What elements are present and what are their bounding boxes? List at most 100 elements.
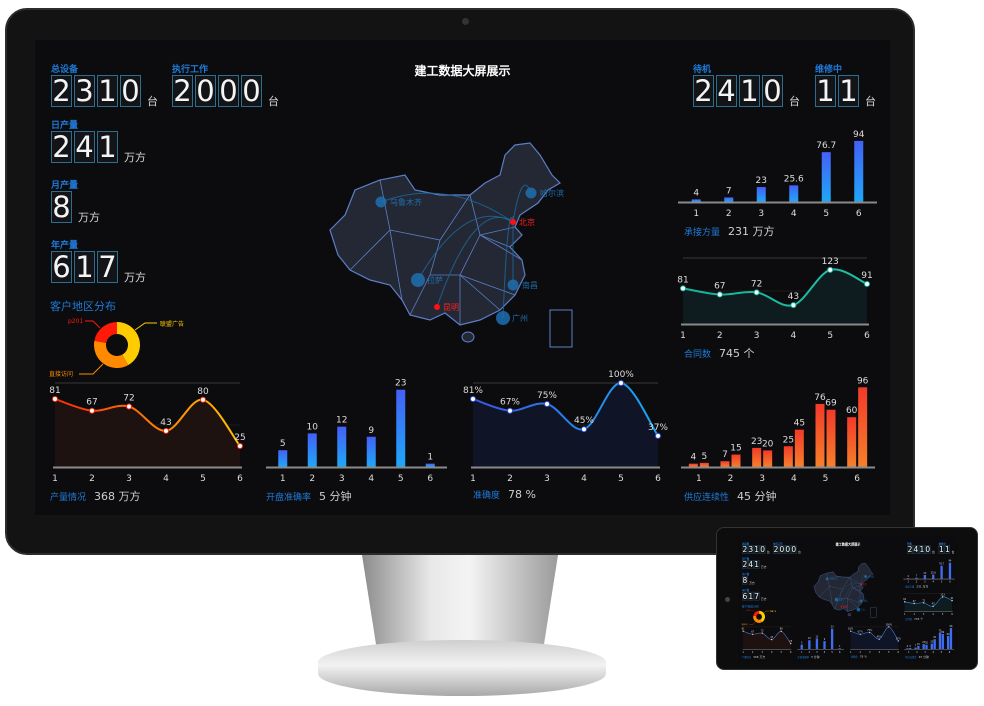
- digit-box: 2: [693, 74, 714, 108]
- data-label: 43: [788, 292, 799, 302]
- x-tick-label: 4: [771, 651, 773, 654]
- digit-box: 0: [241, 74, 262, 108]
- donut-slice: [759, 610, 766, 623]
- city-label: 拉萨: [839, 597, 843, 601]
- data-label: 4: [690, 453, 696, 463]
- data-point: [544, 401, 550, 407]
- volume-bar-chart: 4 1 7 2 23 3 25.6 4 76.7 5 94 6: [678, 130, 877, 219]
- data-label: 45: [933, 636, 936, 639]
- data-label: 37%: [896, 637, 902, 640]
- data-point: [849, 630, 852, 632]
- digit-box: 8: [742, 575, 748, 585]
- leader-line: [763, 610, 770, 613]
- volume-bar-chart: 4 1 7 2 23 3 25.6 4 76.7 5 94 6: [903, 560, 955, 584]
- data-label: 67%: [858, 631, 864, 634]
- digit-box: 0: [120, 74, 141, 108]
- caption-value: 368 万方: [753, 655, 766, 659]
- unit-label: 台: [268, 95, 279, 108]
- digit-box: 1: [74, 250, 95, 284]
- data-point: [913, 602, 915, 605]
- slice-label: p201: [68, 318, 83, 325]
- x-tick-label: 5: [827, 331, 833, 341]
- data-point: [52, 395, 58, 402]
- x-tick-label: 3: [754, 331, 760, 341]
- bar: [688, 463, 698, 467]
- digit-box: 3: [74, 74, 95, 108]
- data-label: 23: [922, 641, 925, 644]
- data-point: [770, 638, 773, 641]
- data-point: [932, 605, 934, 608]
- digit-box: 6: [742, 591, 748, 601]
- kpi-yearly: 6 1 7 万方: [742, 591, 767, 601]
- caption-supply: 供应连续性 45 分钟: [684, 488, 777, 504]
- x-tick-label: 6: [427, 474, 433, 484]
- bar: [278, 450, 288, 467]
- digit-box: 4: [913, 545, 919, 555]
- output-line-chart: 81 1 67 2 72 3 43 4 80 5 25 6: [742, 626, 793, 654]
- unit-label: 台: [951, 550, 955, 555]
- x-tick-label: 2: [752, 651, 754, 654]
- data-label: 5: [909, 645, 911, 648]
- data-point: [655, 432, 661, 439]
- data-label: 7: [726, 186, 732, 196]
- caption-label: 供应连续性: [684, 493, 730, 503]
- donut-slice: [94, 322, 117, 343]
- digit-box: 0: [195, 74, 216, 108]
- monitor-stand-neck: [362, 555, 558, 655]
- x-tick-label: 5: [941, 581, 943, 584]
- data-label: 45%: [574, 416, 594, 426]
- data-point: [827, 266, 834, 273]
- data-label: 7: [916, 575, 918, 578]
- caption-label: 合同数: [684, 350, 712, 360]
- data-label: 123: [940, 593, 945, 596]
- x-tick-label: 6: [655, 474, 661, 484]
- kpi-monthly-label: 月产量: [51, 181, 79, 191]
- kpi-yearly-label: 年产量: [742, 589, 750, 592]
- digit-box: 0: [925, 545, 931, 555]
- x-tick-label: 2: [726, 209, 732, 219]
- bar: [731, 454, 741, 467]
- bar: [940, 565, 943, 579]
- caption-value: 745 个: [913, 617, 924, 621]
- x-tick-label: 1: [850, 651, 852, 654]
- leader-line: [750, 610, 755, 613]
- bar: [815, 403, 825, 467]
- bar: [949, 628, 953, 650]
- data-label: 1: [427, 453, 433, 463]
- x-tick-label: 1: [52, 474, 58, 484]
- x-tick-label: 3: [924, 651, 926, 654]
- slice-label: 联盟广告: [770, 610, 777, 613]
- bar: [847, 417, 857, 467]
- data-point: [897, 640, 900, 642]
- series-line: [904, 596, 953, 607]
- bar: [838, 648, 841, 650]
- slice-label: 联盟广告: [160, 320, 184, 328]
- unit-label: 万方: [78, 211, 100, 224]
- bar: [396, 389, 406, 467]
- flight-line: [841, 583, 862, 607]
- x-tick-label: 1: [696, 474, 702, 484]
- data-label: 69: [825, 399, 837, 409]
- data-label: 67: [86, 398, 97, 408]
- flight-line: [836, 582, 862, 600]
- x-tick-label: 2: [859, 651, 861, 654]
- city-marker: [507, 279, 519, 291]
- city-label: 昆明: [843, 605, 847, 609]
- caption-contracts: 合同数 745 个: [905, 617, 923, 621]
- bar: [826, 409, 836, 467]
- contracts-line-chart: 81 1 67 2 72 3 43 4 123 5 91 6: [903, 593, 954, 616]
- kpi-working-label: 执行工作: [773, 542, 783, 546]
- unit-label: 台: [865, 95, 876, 108]
- province-border: [479, 234, 523, 261]
- slice-label: p201: [746, 610, 750, 612]
- bar: [425, 463, 435, 467]
- data-label: 81: [677, 275, 688, 285]
- data-label: 81: [903, 598, 906, 601]
- kpi-yearly-label: 年产量: [51, 241, 79, 251]
